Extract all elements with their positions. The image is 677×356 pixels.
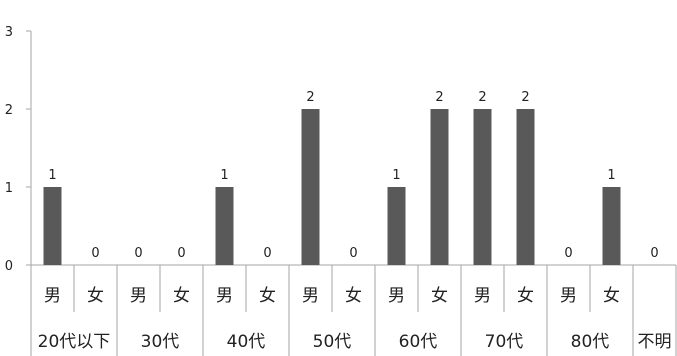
category-label: 女 (87, 286, 104, 306)
data-label: 2 (521, 90, 529, 105)
y-tick-label: 3 (5, 25, 13, 40)
data-label: 1 (48, 168, 56, 183)
category-label: 男 (130, 286, 147, 306)
data-label: 2 (435, 90, 443, 105)
bar (473, 109, 492, 265)
category-label: 女 (517, 286, 534, 306)
axes (30, 31, 677, 356)
y-axis-ticks: 0 1 2 3 (5, 25, 31, 274)
y-tick-label: 2 (5, 103, 13, 118)
bar (301, 109, 320, 265)
data-labels: 1 0 0 0 1 0 2 0 1 2 2 2 0 1 0 (48, 90, 658, 261)
bar (215, 187, 234, 265)
bar (430, 109, 449, 265)
group-label: 60代 (399, 332, 438, 352)
group-label: 50代 (313, 332, 352, 352)
category-label: 男 (388, 286, 405, 306)
data-label: 0 (650, 246, 658, 261)
category-label: 女 (345, 286, 362, 306)
data-label: 0 (349, 246, 357, 261)
group-label: 70代 (485, 332, 524, 352)
category-label: 男 (216, 286, 233, 306)
bar (516, 109, 535, 265)
data-label: 2 (478, 90, 486, 105)
y-tick-label: 0 (5, 259, 13, 274)
group-label: 20代以下 (38, 332, 111, 352)
category-label: 女 (603, 286, 620, 306)
category-label: 男 (302, 286, 319, 306)
data-label: 0 (263, 246, 271, 261)
category-label: 男 (560, 286, 577, 306)
data-label: 2 (306, 90, 314, 105)
category-label: 女 (173, 286, 190, 306)
bar (387, 187, 406, 265)
data-label: 0 (177, 246, 185, 261)
bar (43, 187, 62, 265)
group-label: 30代 (141, 332, 180, 352)
group-label: 80代 (571, 332, 610, 352)
y-tick-label: 1 (5, 181, 13, 196)
data-label: 1 (220, 168, 228, 183)
category-label: 女 (431, 286, 448, 306)
group-label: 40代 (227, 332, 266, 352)
category-label: 男 (44, 286, 61, 306)
data-label: 1 (607, 168, 615, 183)
x-axis-labels: 男 女 20代以下 男 女 30代 男 女 40代 男 女 50代 男 女 60代 男 女 70代 男 女 80代 不明 (38, 286, 672, 352)
group-label: 不明 (638, 332, 672, 352)
data-label: 0 (134, 246, 142, 261)
data-label: 1 (392, 168, 400, 183)
data-label: 0 (91, 246, 99, 261)
bar (602, 187, 621, 265)
bars (43, 109, 621, 265)
category-label: 男 (474, 286, 491, 306)
category-label: 女 (259, 286, 276, 306)
data-label: 0 (564, 246, 572, 261)
